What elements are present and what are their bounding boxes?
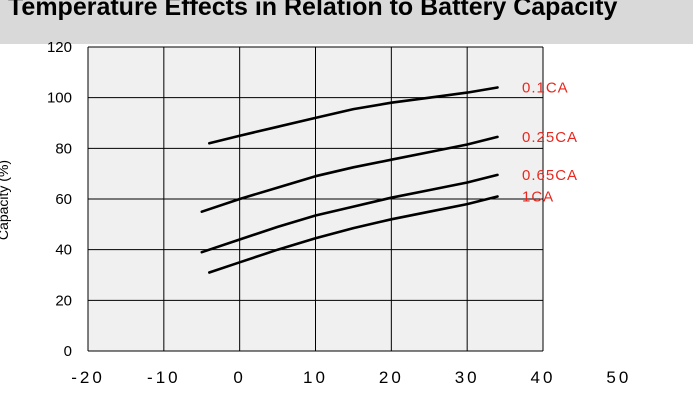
- series-line: [200, 135, 499, 213]
- y-tick-label: 100: [47, 90, 72, 107]
- series-label: 1CA: [522, 188, 554, 205]
- series-label: 0.1CA: [522, 80, 569, 97]
- x-tick-label: -10: [147, 368, 181, 387]
- x-tick-label: -20: [71, 368, 105, 387]
- y-tick-label: 60: [55, 191, 72, 208]
- x-tick-label: 40: [531, 368, 556, 387]
- y-tick-label: 40: [55, 242, 72, 259]
- y-tick-label: 0: [64, 343, 72, 360]
- x-tick-label: 30: [455, 368, 480, 387]
- series-line: [208, 86, 499, 145]
- y-tick-label: 20: [55, 292, 72, 309]
- x-tick-label: 0: [233, 368, 245, 387]
- series-line: [208, 195, 499, 274]
- chart-title: Temperature Effects in Relation to Batte…: [8, 0, 618, 21]
- y-tick-label: 80: [55, 140, 72, 157]
- x-tick-label: 50: [606, 368, 631, 387]
- x-tick-label: 10: [303, 368, 328, 387]
- series-line: [200, 173, 499, 254]
- series-label: 0.65CA: [522, 167, 578, 184]
- chart-header: Temperature Effects in Relation to Batte…: [0, 0, 693, 44]
- x-tick-label: 20: [379, 368, 404, 387]
- y-tick-label: 120: [47, 39, 72, 56]
- series-label: 0.25CA: [522, 129, 578, 146]
- y-axis-label: Capacity (%): [0, 160, 11, 240]
